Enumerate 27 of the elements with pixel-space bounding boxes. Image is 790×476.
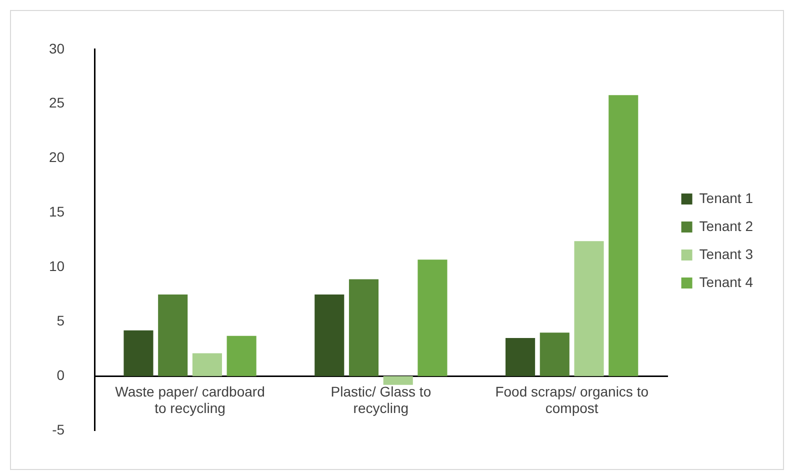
y-tick-label: 30 (48, 40, 65, 56)
legend-label: Tenant 2 (699, 218, 754, 234)
x-tick-label: Food scraps/ organics to compost (495, 383, 649, 416)
y-tick-label: 5 (56, 312, 65, 329)
x-tick-label: Plastic/ Glass to recycling (330, 383, 432, 416)
x-tick-label: Waste paper/ cardboard to recycling (115, 383, 265, 416)
bar (418, 260, 448, 376)
y-tick-label: 20 (48, 149, 65, 166)
bar (314, 294, 344, 376)
legend-label: Tenant 4 (699, 274, 754, 290)
legend-label: Tenant 1 (699, 190, 754, 206)
y-tick-label: 15 (48, 204, 65, 220)
bar (383, 376, 413, 385)
bar (124, 330, 154, 376)
y-tick-label: 10 (48, 258, 65, 274)
bar (574, 241, 604, 376)
legend-label: Tenant 3 (699, 246, 754, 262)
bar (540, 332, 570, 376)
y-tick-label: -5 (52, 421, 65, 438)
bar (608, 95, 638, 376)
bar (158, 294, 188, 376)
bar (226, 336, 256, 376)
bar (506, 338, 536, 376)
y-tick-label: 0 (56, 367, 65, 383)
bar (348, 279, 379, 376)
y-tick-label: 25 (48, 94, 65, 111)
bar (192, 353, 222, 376)
